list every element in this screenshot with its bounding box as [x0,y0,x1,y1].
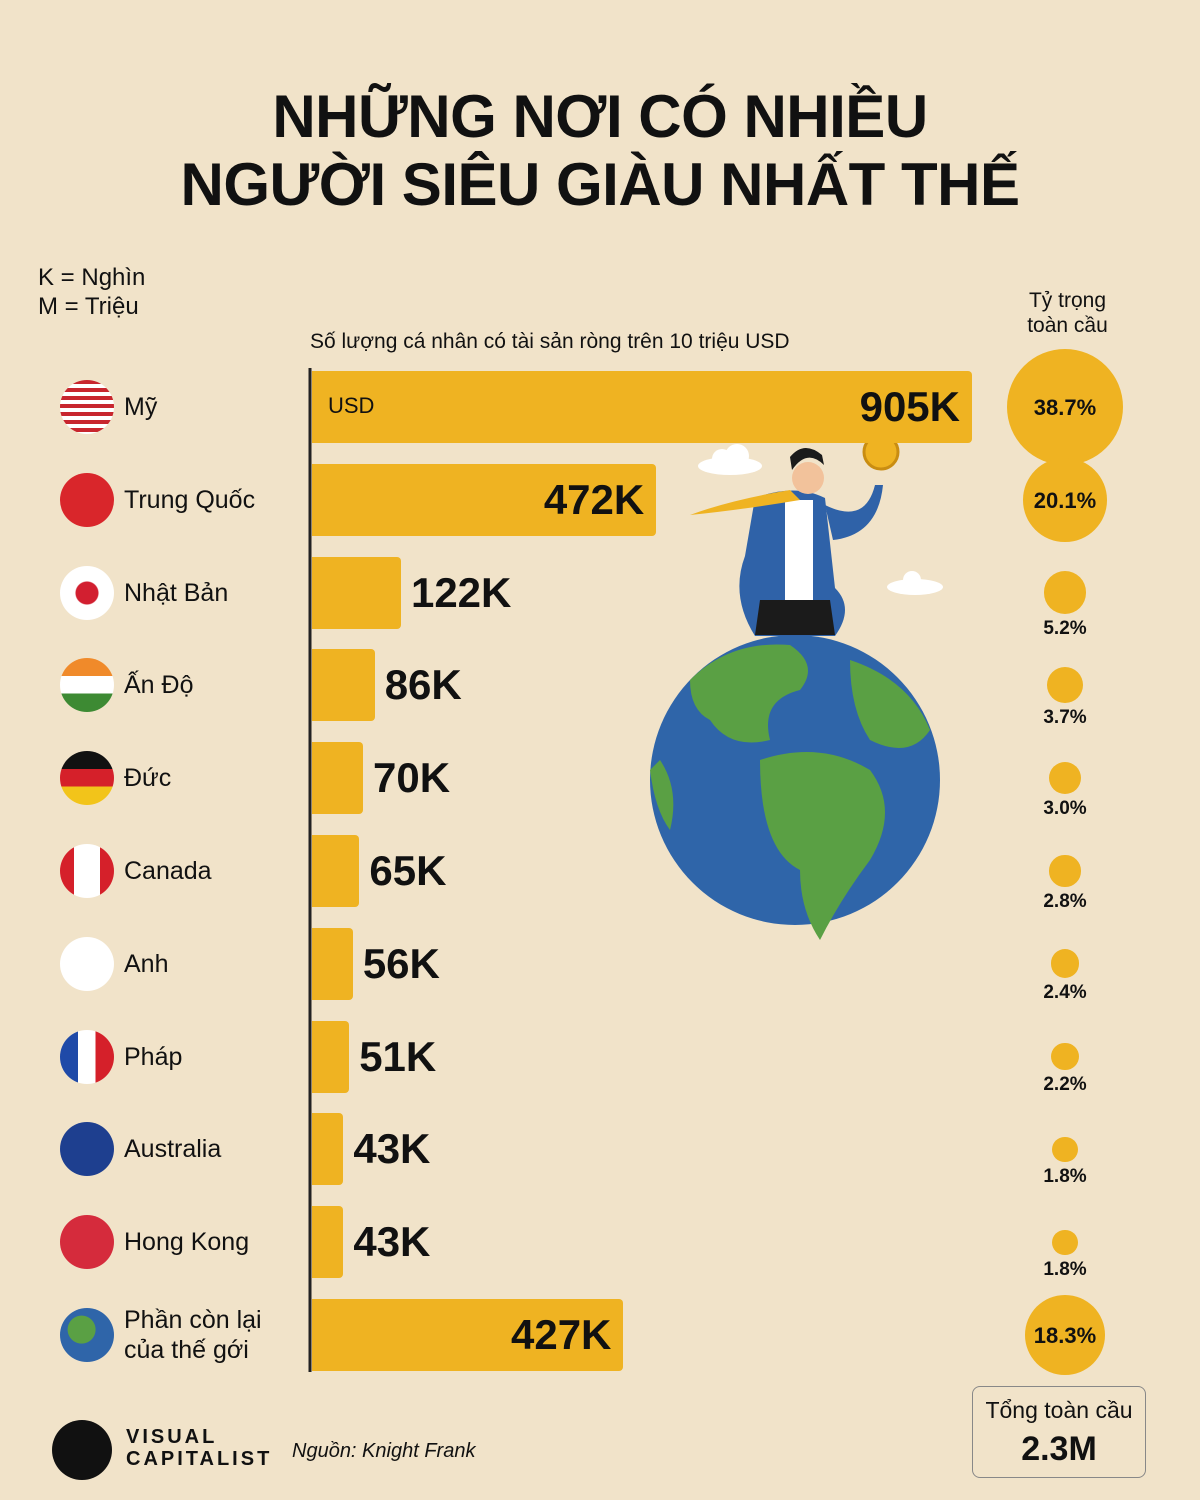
share-label: 20.1% [1033,487,1097,513]
brand-logo [52,1420,112,1480]
value-label: 122K [410,568,512,616]
category-label: Pháp [124,1042,183,1071]
total-title: Tổng toàn cầu [985,1397,1133,1423]
share-circle [1050,949,1080,979]
value-label: 65K [369,847,447,894]
share-label: 3.7% [1043,707,1087,729]
bar [312,1020,350,1093]
bar [312,927,353,1000]
flag [60,936,114,991]
share-circle [1023,458,1107,542]
unit-label: USD [328,393,375,418]
category-label: Nhật Bản [124,578,229,607]
value-label: 86K [384,661,462,709]
share-label: 1.8% [1043,1258,1087,1280]
flag [60,1122,114,1177]
bar [312,1299,624,1371]
globe [650,635,940,940]
title-line: NGƯỜI SIÊU GIÀU NHẤT THẾ [180,151,1021,218]
bar [312,463,657,536]
note: K = Nghìn [38,264,146,291]
category-label: Trung Quốc [124,485,256,514]
value-label: 51K [359,1032,437,1080]
category-label: Ấn Độ [124,671,194,700]
share-label: 5.2% [1043,617,1087,639]
category-label: Mỹ [124,393,158,421]
category-label: Phần còn lại của thế gới [124,1306,262,1364]
share-circle [1051,1042,1079,1071]
category-label: Australia [124,1135,222,1164]
share-label: 3.0% [1043,798,1087,820]
category-label: Canada [124,857,212,885]
share-circle [1049,855,1081,887]
flag [60,472,114,527]
total-value: 2.3M [1021,1430,1097,1468]
value-label: 427K [510,1311,612,1358]
share-label: 18.3% [1033,1323,1097,1348]
bar [312,1113,344,1186]
share-circle [1047,667,1083,704]
bar [312,649,375,722]
flag [60,565,114,620]
value-label: 70K [373,754,451,802]
note: M = Triệu [38,293,139,320]
share-circle [1025,1295,1105,1375]
flag [60,658,114,713]
cloud [698,444,943,595]
share-circle [1052,1229,1078,1255]
share-circle [1043,571,1087,614]
share-title: Tỷ trọng toàn cầu [1027,289,1108,337]
value-label: 56K [362,939,440,987]
share-circle [1007,349,1123,465]
category-label: Hong Kong [124,1228,250,1257]
bar [312,835,360,907]
bar [312,556,401,629]
flag [60,751,114,806]
share-circle [1052,1136,1078,1162]
brand-line: VISUAL [126,1426,218,1448]
brand-line: CAPITALIST [126,1448,273,1470]
share-label: 2.2% [1043,1074,1087,1096]
bar [312,371,972,443]
source: Nguồn: Knight Frank [292,1440,476,1462]
share-circle [1048,762,1082,795]
value-label: 905K [859,383,960,430]
bar [312,742,364,815]
share-label: 2.8% [1043,890,1087,912]
flag [60,1215,114,1270]
share-label: 38.7% [1033,395,1097,420]
value-label: 43K [353,1125,431,1173]
category-label: Anh [124,949,169,978]
title-line: NHỮNG NƠI CÓ NHIỀU [272,83,928,150]
subtitle: Số lượng cá nhân có tài sản ròng trên 10… [310,330,790,353]
share-label: 1.8% [1043,1165,1087,1187]
category-label: Đức [124,764,172,793]
flag [60,1308,114,1362]
value-label: 43K [353,1218,431,1266]
flag [60,844,114,898]
bar [312,1206,344,1279]
flag [60,1029,114,1084]
total-box: Tổng toàn cầu 2.3M [972,1386,1146,1478]
flag [60,380,114,434]
brand: VISUAL CAPITALIST [126,1426,272,1470]
share-label: 2.4% [1043,982,1087,1004]
businessman [690,433,900,636]
value-label: 472K [543,475,645,523]
